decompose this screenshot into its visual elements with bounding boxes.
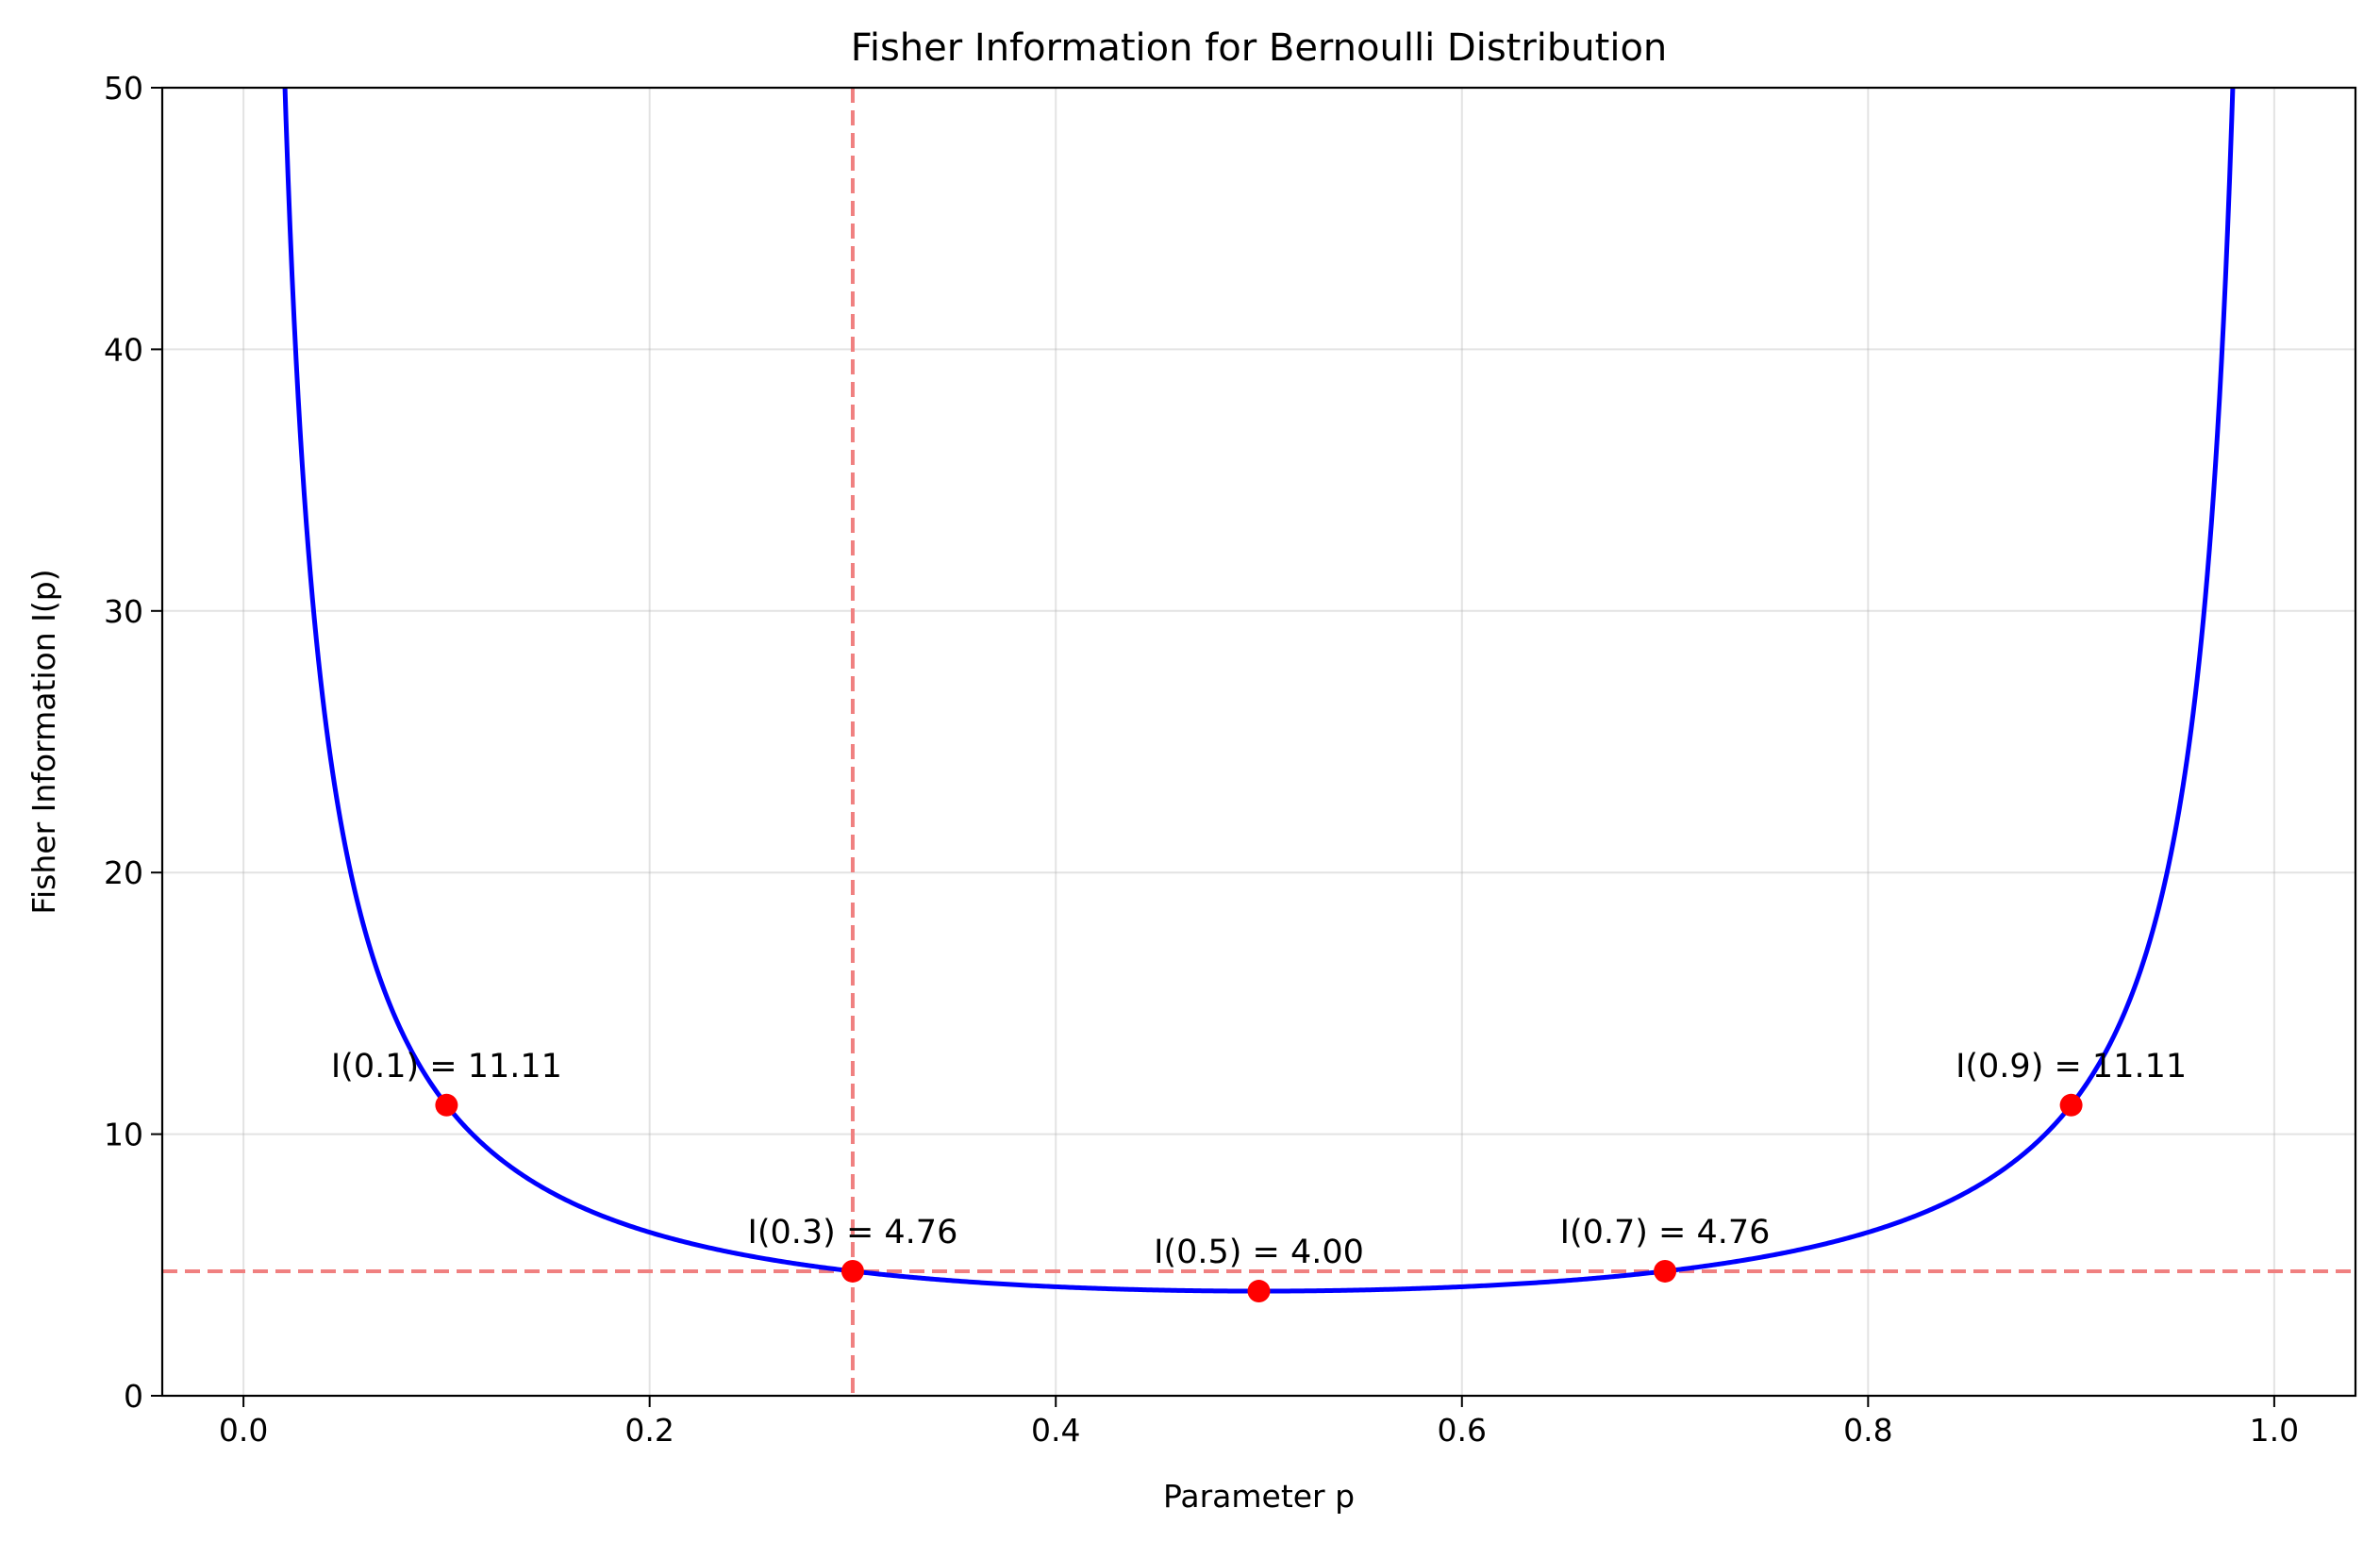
x-tick-label: 1.0: [2250, 1412, 2299, 1449]
chart-title: Fisher Information for Bernoulli Distrib…: [851, 26, 1668, 70]
data-point: [840, 1259, 864, 1283]
y-tick-label: 40: [104, 331, 143, 368]
y-tick-label: 10: [104, 1117, 143, 1153]
x-tick-label: 0.6: [1438, 1412, 1487, 1449]
x-axis-label: Parameter p: [1163, 1478, 1355, 1515]
y-tick-label: 30: [104, 593, 143, 630]
point-annotation: I(0.1) = 11.11: [331, 1048, 562, 1085]
y-tick-label: 0: [124, 1378, 143, 1415]
axes-frame: [160, 86, 2357, 1398]
data-point: [1654, 1259, 1677, 1283]
x-tick-label: 0.4: [1031, 1412, 1080, 1449]
x-tick-label: 0.0: [219, 1412, 268, 1449]
y-tick-label: 20: [104, 854, 143, 891]
x-tick-label: 0.2: [624, 1412, 674, 1449]
reference-lines: [162, 88, 2355, 1396]
point-annotations: I(0.1) = 11.11 I(0.3) = 4.76 I(0.5) = 4.00…: [331, 1048, 2187, 1271]
y-axis-label: Fisher Information I(p): [25, 569, 62, 914]
y-tick-label: 50: [104, 70, 143, 107]
point-annotation: I(0.7) = 4.76: [1560, 1214, 1771, 1251]
data-point: [1247, 1280, 1271, 1303]
point-annotation: I(0.3) = 4.76: [748, 1214, 958, 1251]
data-point: [2059, 1093, 2083, 1117]
x-tick-label: 0.8: [1843, 1412, 1892, 1449]
data-point: [435, 1093, 458, 1117]
point-annotation: I(0.9) = 11.11: [1956, 1048, 2187, 1085]
highlighted-points: [435, 1093, 2083, 1303]
ticks: 0.0 0.2 0.4 0.6 0.8 1.0 0 10 20 30 40 50: [104, 70, 2299, 1449]
point-annotation: I(0.5) = 4.00: [1154, 1234, 1364, 1271]
